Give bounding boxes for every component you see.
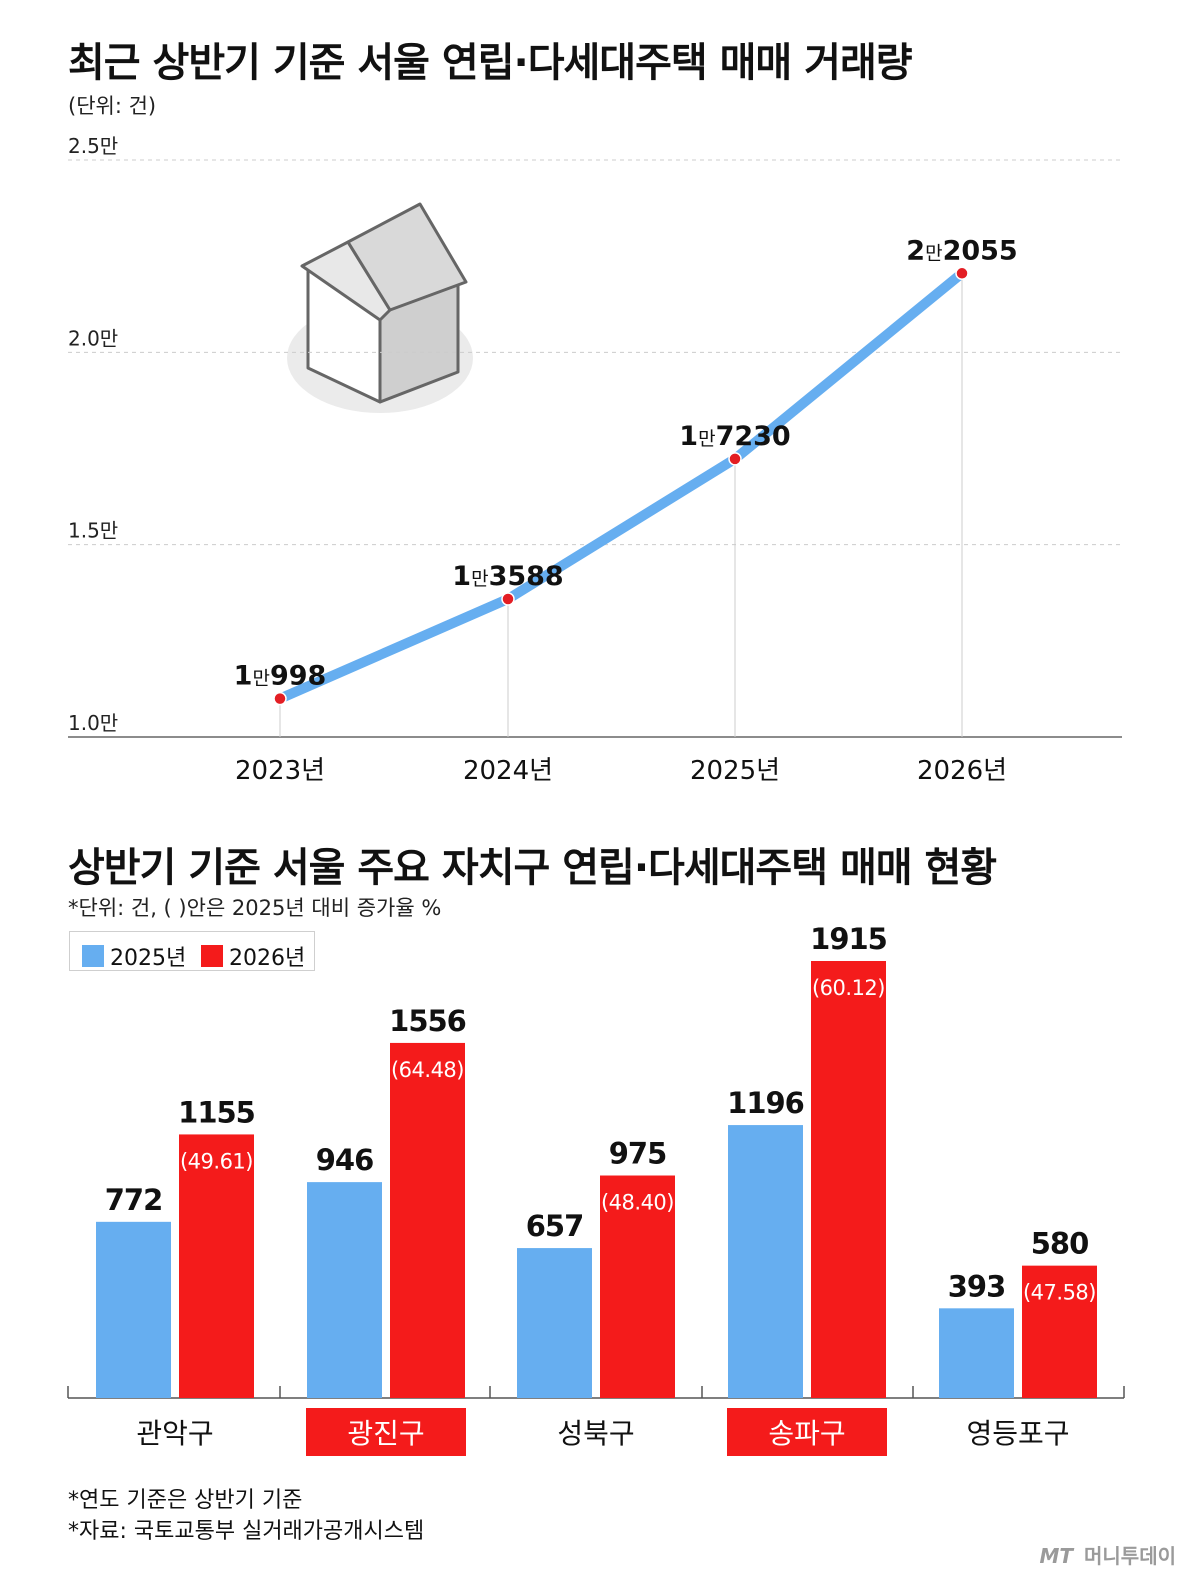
bar-legend: 2025년 2026년 <box>69 931 315 971</box>
category-highlight <box>727 1408 887 1456</box>
line-chart-unit-note: (단위: 건) <box>68 94 157 118</box>
growth-label: (49.61) <box>180 1149 253 1173</box>
data-label: 1만7230 <box>679 421 790 452</box>
bar-value-2026: 1155 <box>178 1095 255 1129</box>
bar-2025 <box>517 1248 592 1398</box>
bar-value-2026: 1556 <box>389 1004 466 1038</box>
bar-2025 <box>728 1125 803 1398</box>
data-point <box>728 452 742 466</box>
bar-value-2025: 946 <box>316 1143 374 1177</box>
data-point <box>273 691 287 706</box>
category-label: 성북구 <box>557 1417 634 1450</box>
line-chart-title: 최근 상반기 기준 서울 연립·다세대주택 매매 거래량 <box>68 40 913 86</box>
data-label: 1만3588 <box>452 561 563 592</box>
legend-item-2026: 2026년 <box>201 940 305 972</box>
credit: MT 머니투데이 <box>1039 1540 1176 1569</box>
category-label: 광진구 <box>347 1417 424 1450</box>
growth-label: (47.58) <box>1023 1281 1096 1305</box>
bar-value-2025: 772 <box>105 1183 163 1217</box>
growth-label: (60.12) <box>812 976 885 1000</box>
data-point <box>501 592 515 606</box>
credit-name: 머니투데이 <box>1084 1544 1176 1568</box>
bar-value-2025: 393 <box>948 1269 1006 1303</box>
bar-2026 <box>179 1134 254 1398</box>
y-tick-label: 1.0만 <box>68 711 118 735</box>
growth-label: (48.40) <box>601 1191 674 1215</box>
bar-2025 <box>939 1308 1014 1398</box>
credit-mark: MT <box>1039 1544 1074 1568</box>
bar-value-2025: 657 <box>526 1209 584 1243</box>
footnote-year-basis: *연도 기준은 상반기 기준 <box>68 1488 303 1513</box>
x-tick-label: 2025년 <box>690 756 780 786</box>
bar-chart-title: 상반기 기준 서울 주요 자치구 연립·다세대주택 매매 현황 <box>68 845 997 891</box>
category-highlight <box>306 1408 466 1456</box>
legend-swatch-2025 <box>82 945 104 967</box>
bar-2026 <box>600 1175 675 1398</box>
bar-value-2025: 1196 <box>727 1086 804 1120</box>
house-icon <box>287 202 473 413</box>
legend-label-2025: 2025년 <box>110 946 187 971</box>
bar-value-2026: 975 <box>609 1137 667 1171</box>
legend-item-2025: 2025년 <box>82 940 186 972</box>
category-label: 송파구 <box>768 1417 845 1450</box>
x-tick-label: 2024년 <box>463 756 553 786</box>
bar-value-2026: 580 <box>1031 1227 1089 1261</box>
footnote-source: *자료: 국토교통부 실거래가공개시스템 <box>68 1519 425 1544</box>
growth-label: (64.48) <box>391 1058 464 1082</box>
line-chart: 1.0만 1.5만 2.0만 2.5만 2023년 2024년 2025년 2026년 1만… <box>68 134 1122 786</box>
y-tick-label: 2.5만 <box>68 134 118 158</box>
x-tick-label: 2026년 <box>917 756 1007 786</box>
category-label: 관악구 <box>136 1417 213 1450</box>
bar-2025 <box>307 1182 382 1398</box>
legend-swatch-2026 <box>201 945 223 967</box>
series-line <box>275 268 967 704</box>
x-tick-label: 2023년 <box>235 756 325 786</box>
legend-label-2026: 2026년 <box>229 946 306 971</box>
bar-2026 <box>811 961 886 1398</box>
bar-2025 <box>96 1221 171 1398</box>
bar-chart-unit-note: *단위: 건, ( )안은 2025년 대비 증가율 % <box>68 896 442 920</box>
data-label: 2만2055 <box>906 235 1017 266</box>
bar-2026 <box>1022 1265 1097 1398</box>
data-point <box>955 266 969 281</box>
category-label: 영등포구 <box>966 1417 1069 1450</box>
y-tick-label: 2.0만 <box>68 326 118 350</box>
y-tick-label: 1.5만 <box>68 519 118 543</box>
bar-2026 <box>390 1042 465 1398</box>
bar-value-2026: 1915 <box>810 922 887 956</box>
data-label: 1만998 <box>234 661 327 692</box>
